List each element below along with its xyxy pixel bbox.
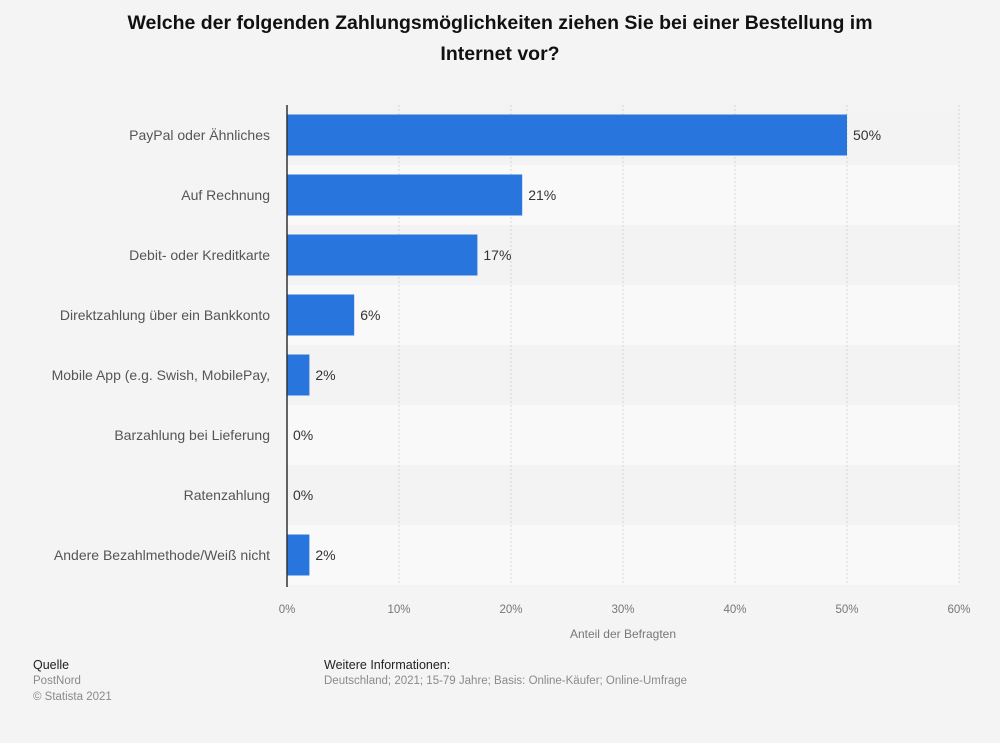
bar[interactable] <box>287 114 847 156</box>
value-label: 6% <box>360 307 380 323</box>
category-label: Ratenzahlung <box>184 487 270 503</box>
category-label: Debit- oder Kreditkarte <box>129 247 270 263</box>
x-tick-label: 0% <box>279 604 296 616</box>
x-axis-title: Anteil der Befragten <box>570 627 676 641</box>
value-label: 21% <box>528 187 556 203</box>
info-text: Deutschland; 2021; 15-79 Jahre; Basis: O… <box>324 675 688 687</box>
bar[interactable] <box>287 534 310 576</box>
info-heading: Weitere Informationen: <box>324 658 451 672</box>
value-label: 0% <box>293 487 313 503</box>
value-label: 2% <box>315 547 335 563</box>
category-label: Direktzahlung über ein Bankkonto <box>60 307 270 323</box>
category-label: PayPal oder Ähnliches <box>129 127 270 143</box>
category-label: Barzahlung bei Lieferung <box>114 427 270 443</box>
x-tick-label: 20% <box>499 604 522 616</box>
chart-title-line-2: Internet vor? <box>440 43 560 65</box>
x-tick-label: 60% <box>947 604 970 616</box>
bar[interactable] <box>287 354 310 396</box>
source-name[interactable]: PostNord <box>33 675 81 687</box>
category-label: Andere Bezahlmethode/Weiß nicht <box>54 547 270 563</box>
source-heading: Quelle <box>33 658 70 672</box>
category-label: Auf Rechnung <box>181 187 270 203</box>
bar[interactable] <box>287 234 478 276</box>
value-label: 2% <box>315 367 335 383</box>
value-label: 17% <box>483 247 511 263</box>
chart-title-line-1: Welche der folgenden Zahlungsmöglichkeit… <box>127 12 873 34</box>
info-block: Weitere Informationen: Deutschland; 2021… <box>324 657 687 689</box>
category-label: Mobile App (e.g. Swish, MobilePay, <box>52 367 270 383</box>
value-label: 0% <box>293 427 313 443</box>
x-tick-label: 50% <box>835 604 858 616</box>
copyright: © Statista 2021 <box>33 691 112 703</box>
source-block: Quelle PostNord © Statista 2021 <box>33 657 112 705</box>
x-tick-label: 40% <box>723 604 746 616</box>
chart-title: Welche der folgenden Zahlungsmöglichkeit… <box>60 8 940 70</box>
bar[interactable] <box>287 174 523 216</box>
bar[interactable] <box>287 294 355 336</box>
x-tick-label: 10% <box>387 604 410 616</box>
value-label: 50% <box>853 127 881 143</box>
x-tick-label: 30% <box>611 604 634 616</box>
